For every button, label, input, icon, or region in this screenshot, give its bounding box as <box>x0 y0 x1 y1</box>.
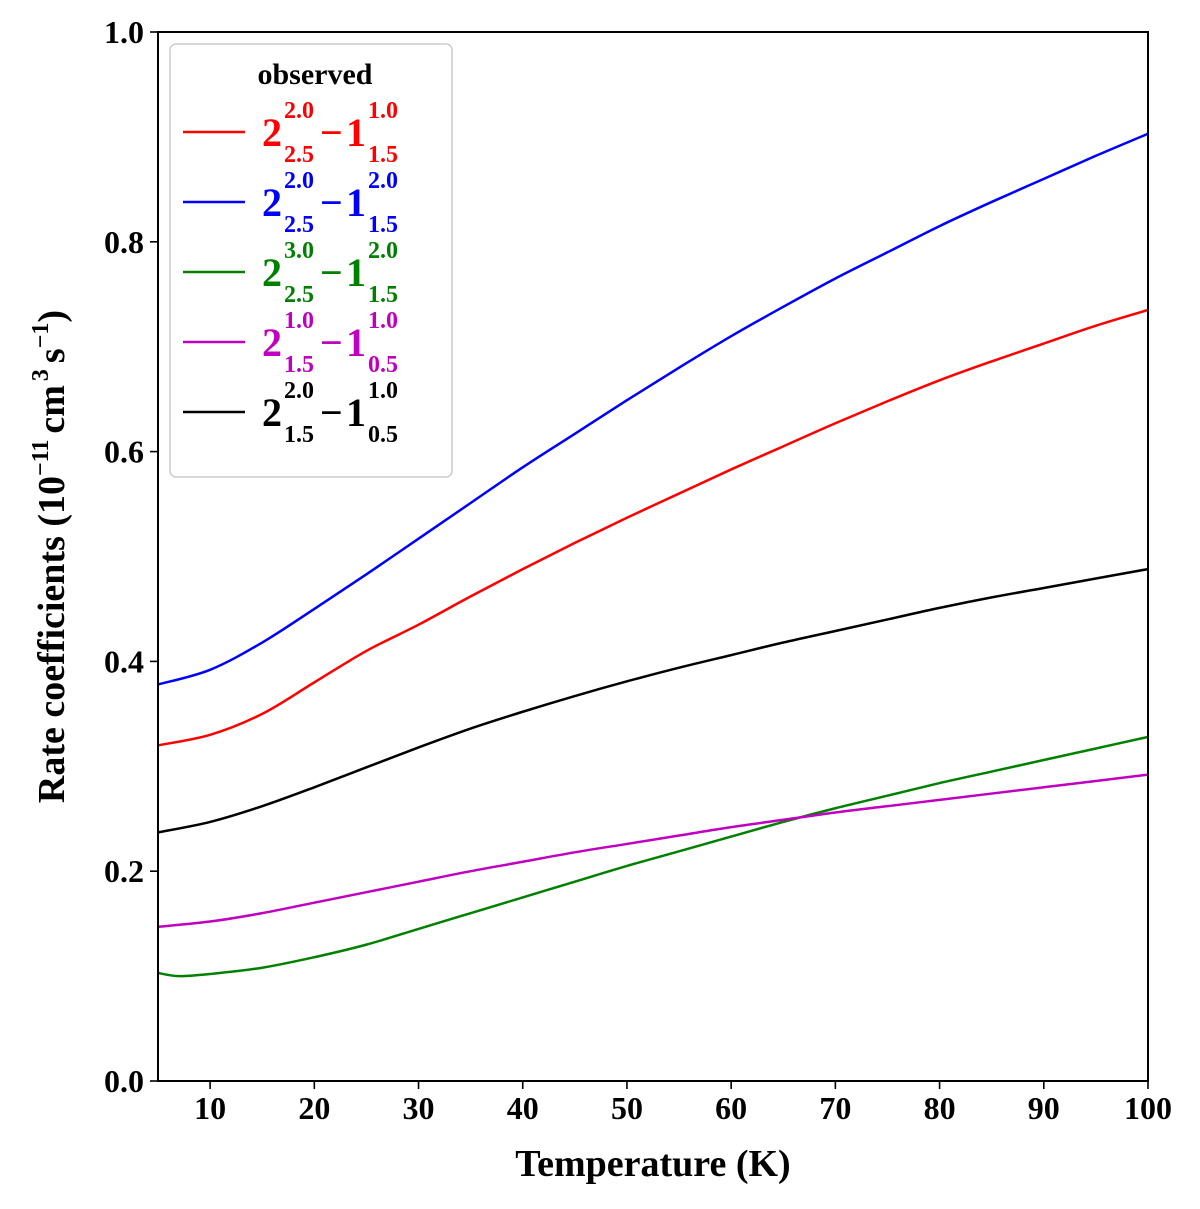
legend-level-lower: 1 <box>346 320 366 365</box>
y-tick-label: 1.0 <box>104 14 144 50</box>
series-line-4 <box>157 773 1149 929</box>
legend-minus: − <box>320 390 343 435</box>
x-tick-label: 70 <box>819 1090 851 1126</box>
y-axis-label-exponent-1: −11 <box>28 440 54 476</box>
y-axis-label-unit-s: s <box>31 348 73 363</box>
legend-superscript: 2.0 <box>368 168 398 194</box>
x-tick-label: 50 <box>611 1090 643 1126</box>
legend-superscript: 2.0 <box>284 98 314 124</box>
legend-superscript: 2.0 <box>368 238 398 264</box>
legend-minus: − <box>320 320 343 365</box>
legend-entries: 2 2.02.5−1 1.01.52 2.02.5−1 2.01.52 3.02.5−1 2… <box>183 98 398 448</box>
legend-entry-1: 2 2.0 2.5−1 1.0 1.5 <box>262 98 398 168</box>
y-tick-label: 0.6 <box>104 434 144 470</box>
legend-superscript: 2.0 <box>284 378 314 404</box>
legend-level-upper: 2 <box>262 390 282 435</box>
legend-level-upper: 2 <box>262 320 282 365</box>
legend-level-upper: 2 <box>262 180 282 225</box>
y-tick-label: 0.0 <box>104 1063 144 1099</box>
legend-superscript: 1.0 <box>368 98 398 124</box>
x-axis-label: Temperature (K) <box>515 1143 790 1185</box>
legend-superscript: 3.0 <box>284 238 314 264</box>
series-layer <box>157 132 1149 978</box>
y-tick-label: 0.4 <box>104 643 144 679</box>
x-tick-label: 100 <box>1124 1090 1172 1126</box>
legend-minus: − <box>320 180 343 225</box>
legend-subscript: 0.5 <box>368 422 398 448</box>
legend-subscript: 1.5 <box>368 142 398 168</box>
legend-subscript: 2.5 <box>284 282 314 308</box>
series-line-1 <box>157 308 1149 747</box>
legend-title: observed <box>258 58 373 91</box>
legend-subscript: 0.5 <box>368 352 398 378</box>
legend-subscript: 1.5 <box>368 282 398 308</box>
x-tick-label: 40 <box>507 1090 539 1126</box>
x-tick-label: 20 <box>298 1090 330 1126</box>
legend-level-lower: 1 <box>346 110 366 155</box>
x-tick-label: 60 <box>715 1090 747 1126</box>
legend-level-lower: 1 <box>346 250 366 295</box>
legend-entry-4: 2 1.01.5−1 1.00.5 <box>262 308 398 378</box>
y-axis-label-unit-cm: cm <box>31 385 73 434</box>
y-axis-label-close: ) <box>31 310 73 323</box>
legend-box <box>169 43 453 478</box>
legend-level-upper: 2 <box>262 110 282 155</box>
legend: observed 2 2.02.5−1 1.01.52 2.02.5−1 2.01.52… <box>169 43 453 478</box>
x-axis: 10 20 30 40 50 60 70 80 90 100 <box>194 1081 1172 1126</box>
y-axis-label: Rate coefficients (10−11 cm 3 s−1) <box>28 310 73 803</box>
series-line-5 <box>157 567 1149 834</box>
series-line-2 <box>157 132 1149 686</box>
legend-level-lower: 1 <box>346 180 366 225</box>
legend-level-lower: 1 <box>346 390 366 435</box>
legend-entry-5: 2 2.0 1.5−1 1.0 0.5 <box>262 378 398 448</box>
legend-superscript: 1.0 <box>368 378 398 404</box>
y-axis-label-main: Rate coefficients (10 <box>31 476 73 803</box>
x-tick-label: 30 <box>403 1090 435 1126</box>
legend-superscript: 1.0 <box>284 308 314 334</box>
legend-level-upper: 2 <box>262 250 282 295</box>
x-tick-label: 90 <box>1028 1090 1060 1126</box>
x-tick-label: 80 <box>924 1090 956 1126</box>
y-tick-label: 0.8 <box>104 224 144 260</box>
y-axis-label-exponent-3: −1 <box>28 323 54 349</box>
y-axis: 0.0 0.2 0.4 0.6 0.8 1.0 <box>104 14 158 1099</box>
series-line-3 <box>157 735 1149 978</box>
axes-frame <box>157 31 1149 1082</box>
legend-subscript: 1.5 <box>284 352 314 378</box>
legend-superscript: 2.0 <box>284 168 314 194</box>
y-tick-label: 0.2 <box>104 853 144 889</box>
legend-entry-3: 2 3.0 2.5−1 2.0 1.5 <box>262 238 398 308</box>
legend-superscript: 1.0 <box>368 308 398 334</box>
legend-subscript: 1.5 <box>368 212 398 238</box>
legend-entry-2: 2 2.02.5−1 2.01.5 <box>262 168 398 238</box>
y-axis-label-exponent-2: 3 <box>28 369 54 381</box>
x-tick-label: 10 <box>194 1090 226 1126</box>
legend-subscript: 1.5 <box>284 422 314 448</box>
legend-subscript: 2.5 <box>284 212 314 238</box>
legend-subscript: 2.5 <box>284 142 314 168</box>
legend-minus: − <box>320 110 343 155</box>
legend-minus: − <box>320 250 343 295</box>
